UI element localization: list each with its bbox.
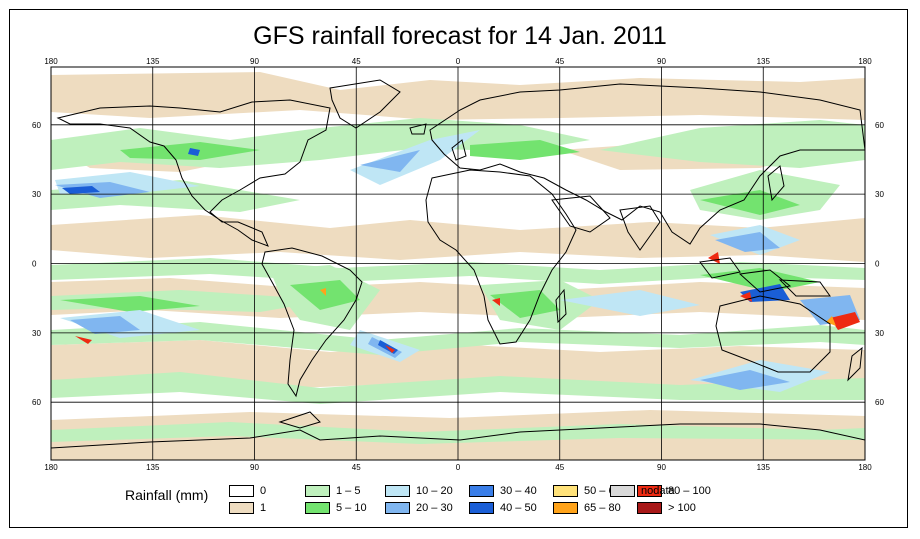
legend-label: 40 – 50	[500, 502, 537, 514]
legend-entry: 80 – 100	[637, 485, 711, 497]
legend-swatch	[305, 485, 330, 497]
lon-tick-label: 135	[146, 463, 160, 472]
lon-tick-label: 45	[352, 463, 361, 472]
legend-entry: 65 – 80	[553, 502, 621, 514]
lat-tick-label: 60	[875, 398, 884, 407]
legend-label: 1	[260, 502, 267, 514]
longitude-labels-bottom: 180 135 90 45 0 45 90 135 180	[44, 463, 872, 472]
legend-label: 10 – 20	[416, 485, 453, 497]
legend-title: Rainfall (mm)	[125, 487, 209, 503]
legend-swatch	[469, 485, 494, 497]
lat-tick-label: 60	[32, 398, 41, 407]
legend-entry: 5 – 10	[305, 502, 367, 514]
lon-tick-label: 45	[352, 57, 361, 66]
coastlines	[51, 79, 865, 449]
figure-frame	[9, 9, 908, 528]
longitude-labels-top: 180 135 90 45 0 45 90 135 180	[44, 57, 872, 66]
lon-tick-label: 180	[858, 463, 872, 472]
legend-entry: 1 – 5	[305, 485, 360, 497]
legend-label: 0	[260, 485, 267, 497]
legend-label: 5 – 10	[336, 502, 367, 514]
legend-entry: nodata	[610, 485, 675, 497]
lat-tick-label: 60	[875, 121, 884, 130]
lon-tick-label: 90	[250, 57, 259, 66]
lat-tick-label: 30	[875, 329, 884, 338]
legend-label: > 100	[668, 502, 696, 514]
legend-label: 20 – 30	[416, 502, 453, 514]
lon-tick-label: 90	[657, 57, 666, 66]
legend-label: nodata	[641, 485, 675, 497]
legend-entry: 40 – 50	[469, 502, 537, 514]
lon-tick-label: 45	[555, 57, 564, 66]
legend-swatch	[610, 485, 635, 497]
legend-swatch	[637, 485, 662, 497]
legend-entry: 30 – 40	[469, 485, 537, 497]
lon-tick-label: 0	[456, 57, 461, 66]
legend-swatch	[469, 502, 494, 514]
legend-swatch	[553, 485, 578, 497]
lat-tick-label: 60	[32, 121, 41, 130]
lon-tick-label: 135	[146, 57, 160, 66]
legend-swatch	[637, 502, 662, 514]
lon-tick-label: 90	[250, 463, 259, 472]
legend-entry: 20 – 30	[385, 502, 453, 514]
legend-entry: 0	[229, 485, 266, 497]
graticule	[51, 67, 865, 460]
legend-entry: 10 – 20	[385, 485, 453, 497]
legend-swatch	[229, 502, 254, 514]
lon-tick-label: 180	[44, 463, 58, 472]
legend-swatch	[553, 502, 578, 514]
latitude-labels-left: 60 30 0 30 60	[32, 121, 41, 407]
lat-tick-label: 30	[875, 190, 884, 199]
lon-tick-label: 135	[757, 57, 771, 66]
legend-swatch	[385, 485, 410, 497]
lon-tick-label: 135	[757, 463, 771, 472]
lat-tick-label: 0	[875, 260, 880, 269]
legend-label: 80 – 100	[668, 485, 711, 497]
map-title: GFS rainfall forecast for 14 Jan. 2011	[253, 22, 667, 50]
map-border	[50, 66, 866, 461]
legend-swatch	[229, 485, 254, 497]
lon-tick-label: 90	[657, 463, 666, 472]
legend-entry: > 100	[637, 502, 696, 514]
legend-label: 30 – 40	[500, 485, 537, 497]
lat-tick-label: 0	[32, 260, 37, 269]
legend-entry: 1	[229, 502, 266, 514]
lat-tick-label: 30	[32, 190, 41, 199]
legend-swatch	[385, 502, 410, 514]
lon-tick-label: 180	[44, 57, 58, 66]
lon-tick-label: 180	[858, 57, 872, 66]
legend-swatch	[305, 502, 330, 514]
lon-tick-label: 0	[456, 463, 461, 472]
lon-tick-label: 45	[555, 463, 564, 472]
legend-label: 1 – 5	[336, 485, 361, 497]
lat-tick-label: 30	[32, 329, 41, 338]
latitude-labels-right: 60 30 0 30 60	[875, 121, 884, 407]
legend-label: 65 – 80	[584, 502, 621, 514]
